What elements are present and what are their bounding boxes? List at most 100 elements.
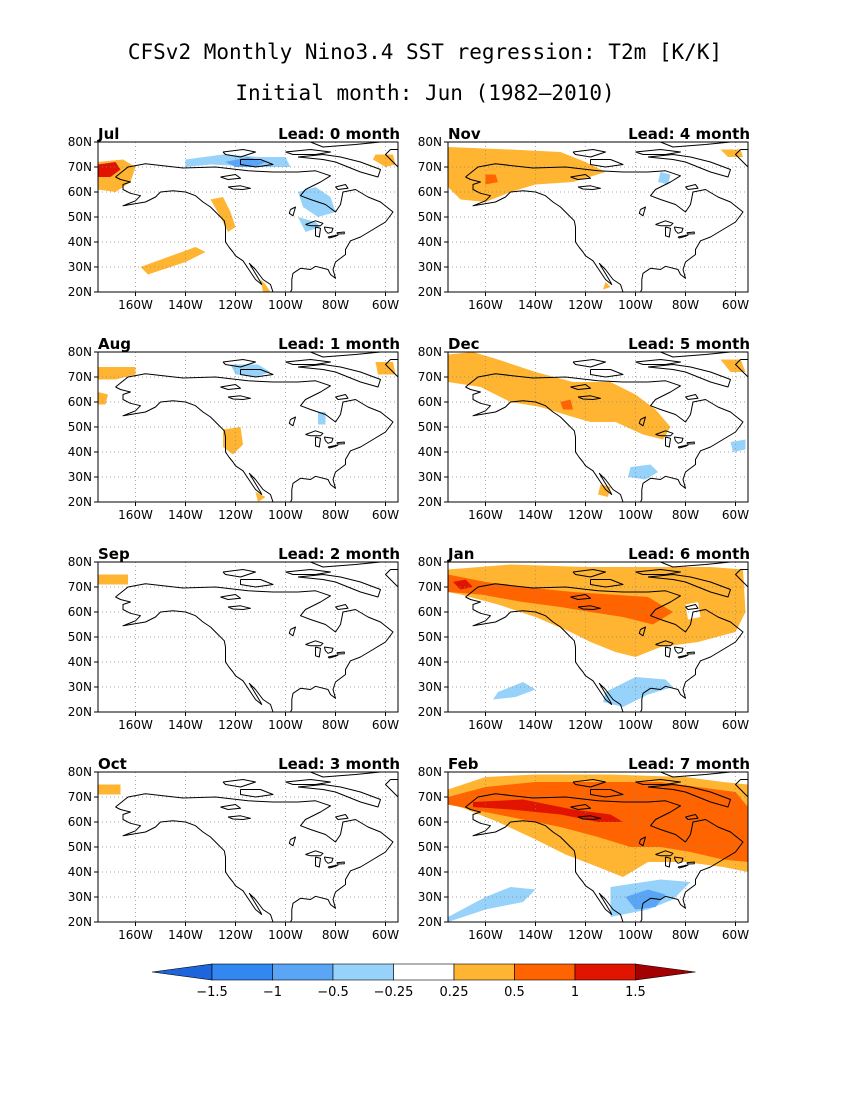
x-tick-label: 100W [268, 718, 303, 732]
x-tick-label: 120W [218, 718, 253, 732]
x-tick-label: 140W [518, 298, 553, 312]
colorbar-label: −1.5 [196, 985, 228, 1000]
y-tick-label: 50N [68, 840, 92, 854]
lake-outline [220, 594, 241, 600]
island-outline [222, 359, 256, 368]
lake-outline [638, 836, 646, 847]
island-outline [285, 149, 331, 155]
x-tick-label: 160W [468, 718, 503, 732]
island-outline [335, 604, 349, 610]
lake-outline [305, 850, 324, 857]
island-outline [310, 772, 381, 778]
island-outline [660, 352, 731, 358]
y-tick-label: 70N [418, 370, 442, 384]
y-tick-label: 60N [68, 605, 92, 619]
island-outline [635, 569, 681, 575]
y-tick-label: 60N [418, 185, 442, 199]
coastline [115, 373, 394, 502]
x-tick-label: 100W [618, 508, 653, 522]
island-outline [647, 574, 731, 598]
x-tick-label: 80W [672, 718, 699, 732]
lake-outline [665, 226, 671, 238]
y-tick-label: 50N [418, 420, 442, 434]
island-outline [285, 779, 331, 785]
lake-outline [638, 626, 646, 637]
island-outline [647, 784, 731, 808]
coastline [465, 583, 744, 712]
shaded-region [448, 887, 536, 922]
lake-outline [673, 436, 684, 444]
map-panel-jul: Jul Lead: 0 month 160W 140W 120W 100W 80W 60W 20… [48, 125, 400, 312]
shaded-region [98, 367, 136, 380]
lake-outline [677, 234, 689, 239]
island-outline [735, 779, 748, 798]
lake-outline [336, 651, 345, 655]
lake-outline [655, 220, 674, 227]
shaded-region [298, 217, 321, 232]
panel-lead-label: Lead: 3 month [278, 755, 400, 773]
lake-outline [305, 220, 324, 227]
x-tick-label: 160W [118, 718, 153, 732]
lake-outline [305, 430, 324, 437]
lake-outline [227, 185, 251, 190]
lake-outline [577, 815, 601, 820]
x-tick-label: 60W [372, 508, 399, 522]
lake-outline [686, 651, 695, 655]
y-tick-label: 50N [68, 210, 92, 224]
island-outline [240, 369, 274, 378]
lake-outline [323, 226, 334, 234]
x-tick-label: 120W [568, 928, 603, 942]
island-outline [635, 779, 681, 785]
coastline [115, 583, 394, 712]
y-tick-label: 30N [68, 260, 92, 274]
lake-outline [336, 861, 345, 865]
lake-outline [673, 646, 684, 654]
lake-outline [655, 850, 674, 857]
island-outline [385, 569, 398, 588]
lake-outline [686, 231, 695, 235]
map-panel-nov: Nov Lead: 4 month 160W 140W 120W 100W 80W 60W 20… [398, 125, 750, 312]
lake-outline [327, 234, 339, 239]
panel-lead-label: Lead: 6 month [628, 545, 750, 563]
y-tick-label: 40N [418, 445, 442, 459]
y-tick-label: 30N [418, 470, 442, 484]
panel-month-label: Jul [98, 125, 120, 143]
colorbar-label: 0.25 [440, 985, 469, 1000]
island-outline [240, 159, 274, 168]
y-tick-label: 80N [68, 765, 92, 779]
y-tick-label: 70N [418, 160, 442, 174]
map-plot: 160W 140W 120W 100W 80W 60W 20N 30N 40N 50N 60N 70N… [68, 345, 399, 522]
x-tick-label: 80W [322, 928, 349, 942]
y-tick-label: 40N [68, 865, 92, 879]
y-tick-label: 70N [418, 790, 442, 804]
y-tick-label: 50N [418, 840, 442, 854]
lake-outline [677, 444, 689, 449]
x-tick-label: 140W [518, 508, 553, 522]
lake-outline [677, 864, 689, 869]
x-tick-label: 140W [168, 718, 203, 732]
island-outline [660, 772, 731, 778]
colorbar-label: −0.25 [374, 985, 414, 1000]
x-tick-label: 100W [268, 508, 303, 522]
y-tick-label: 80N [68, 345, 92, 359]
y-tick-label: 70N [68, 790, 92, 804]
colorbar-segment [514, 963, 576, 981]
x-tick-label: 80W [672, 508, 699, 522]
lake-outline [327, 654, 339, 659]
island-outline [285, 569, 331, 575]
figure-subtitle: Initial month: Jun (1982–2010) [235, 81, 615, 105]
lake-outline [577, 605, 601, 610]
lake-outline [227, 815, 251, 820]
x-tick-label: 60W [722, 928, 749, 942]
y-tick-label: 80N [68, 135, 92, 149]
colorbar-segment [453, 963, 515, 981]
y-tick-label: 20N [68, 705, 92, 719]
map-plot: 160W 140W 120W 100W 80W 60W 20N 30N 40N 50N 60N 70N… [68, 765, 399, 942]
island-outline [297, 154, 381, 178]
y-tick-label: 40N [418, 865, 442, 879]
colorbar-extend-high [635, 963, 696, 981]
y-tick-label: 50N [418, 630, 442, 644]
island-outline [297, 574, 381, 598]
lake-outline [655, 430, 674, 437]
x-tick-label: 60W [372, 928, 399, 942]
